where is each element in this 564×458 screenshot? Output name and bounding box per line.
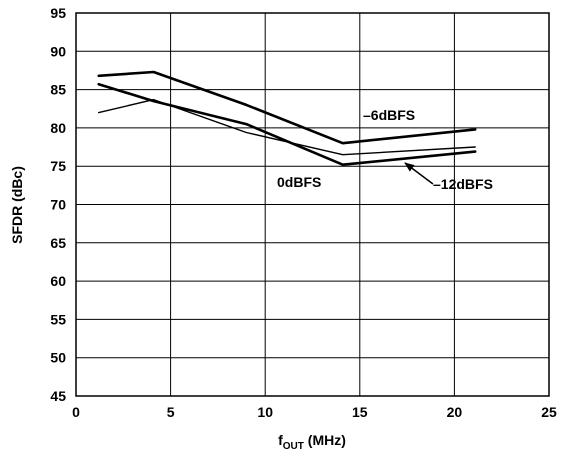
x-tick-label: 15 bbox=[352, 404, 368, 420]
x-tick-label: 0 bbox=[72, 404, 80, 420]
y-tick-label: 85 bbox=[50, 82, 66, 98]
y-tick-label: 90 bbox=[50, 43, 66, 59]
x-tick-label: 10 bbox=[257, 404, 273, 420]
series-lines bbox=[97, 70, 477, 166]
x-tick-label: 20 bbox=[447, 404, 463, 420]
x-tick-label: 25 bbox=[541, 404, 557, 420]
series-line-minus6dbfs bbox=[97, 70, 477, 145]
x-axis-title-main: f bbox=[278, 432, 283, 448]
series-label-0dbfs: 0dBFS bbox=[277, 174, 321, 190]
y-tick-label: 75 bbox=[50, 158, 66, 174]
x-tick-label: 5 bbox=[167, 404, 175, 420]
x-axis-title-subscript: OUT bbox=[283, 441, 304, 452]
y-tick-label: 80 bbox=[50, 120, 66, 136]
y-tick-labels: 95 90 85 80 75 70 65 60 55 50 45 bbox=[50, 5, 66, 404]
y-tick-label: 95 bbox=[50, 5, 66, 21]
series-line-minus12dbfs bbox=[97, 98, 476, 156]
y-axis-title: SFDR (dBc) bbox=[9, 166, 25, 244]
plot-frame bbox=[75, 12, 550, 397]
series-line-0dbfs bbox=[97, 82, 477, 166]
series-label-minus12dbfs: –12dBFS bbox=[433, 176, 493, 192]
x-axis-title-unit: (MHz) bbox=[304, 432, 346, 448]
series-label-minus6dbfs: –6dBFS bbox=[363, 107, 415, 123]
y-tick-label: 45 bbox=[50, 388, 66, 404]
minus12dbfs-leader-line bbox=[404, 162, 434, 185]
y-tick-label: 70 bbox=[50, 197, 66, 213]
y-tick-label: 55 bbox=[50, 311, 66, 327]
grid bbox=[76, 13, 549, 396]
x-axis-title: fOUT (MHz) bbox=[278, 432, 346, 452]
y-tick-label: 50 bbox=[50, 350, 66, 366]
x-tick-labels: 0 5 10 15 20 25 bbox=[72, 404, 557, 420]
y-tick-label: 65 bbox=[50, 235, 66, 251]
y-tick-label: 60 bbox=[50, 273, 66, 289]
